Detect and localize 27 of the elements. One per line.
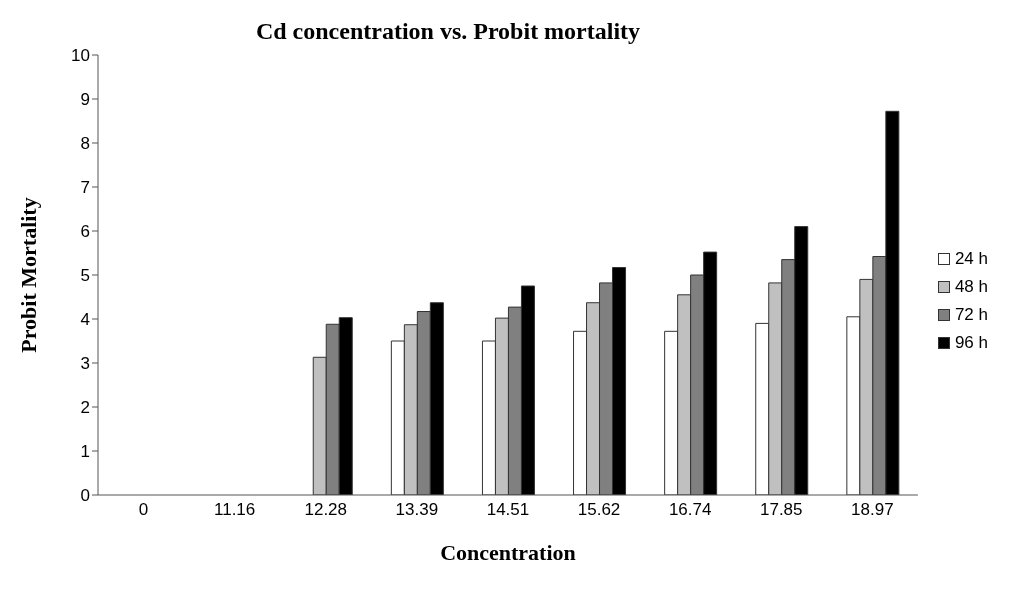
y-tick-label: 2 bbox=[80, 398, 90, 418]
x-tick-label: 18.97 bbox=[851, 500, 894, 520]
y-tick-label: 1 bbox=[80, 442, 90, 462]
x-tick-label: 14.51 bbox=[486, 500, 530, 520]
y-tick-label: 10 bbox=[71, 46, 90, 66]
y-tick-label: 9 bbox=[80, 90, 90, 110]
y-tick-label: 0 bbox=[80, 486, 90, 506]
x-tick-label: 15.62 bbox=[577, 500, 621, 520]
legend-label: 48 h bbox=[954, 277, 988, 297]
x-tick-label: 16.74 bbox=[668, 500, 712, 520]
y-tick-label: 7 bbox=[80, 178, 90, 198]
chart-title: Cd concentration vs. Probit mortality bbox=[254, 17, 642, 45]
x-tick-label: 13.39 bbox=[395, 500, 439, 520]
legend-label: 72 h bbox=[954, 305, 988, 325]
x-axis-title: Concentration bbox=[440, 540, 576, 565]
x-tick-label: 11.16 bbox=[214, 500, 256, 520]
legend-label: 96 h bbox=[954, 333, 988, 353]
legend-label: 24 h bbox=[954, 249, 988, 269]
y-tick-label: 4 bbox=[80, 310, 90, 330]
y-tick-label: 5 bbox=[80, 266, 90, 286]
y-tick-label: 3 bbox=[80, 354, 90, 374]
x-tick-label: 17.85 bbox=[759, 500, 803, 520]
y-axis-title: Probit Mortality bbox=[15, 197, 41, 353]
x-tick-label: 0 bbox=[138, 500, 149, 520]
y-tick-label: 8 bbox=[80, 134, 90, 154]
x-tick-label: 12.28 bbox=[304, 500, 348, 520]
y-tick-label: 6 bbox=[80, 222, 90, 242]
